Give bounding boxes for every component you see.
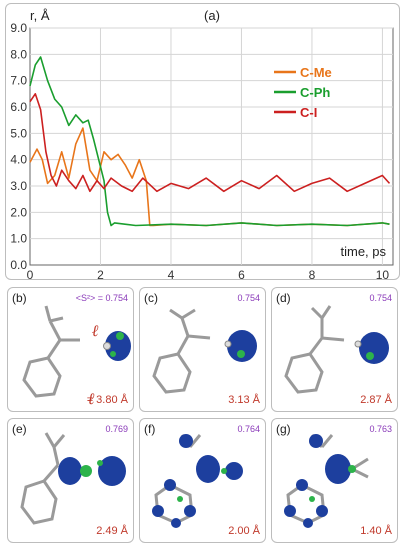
molecule-image [284,305,389,394]
molecule-image [20,432,126,525]
series-line-c-ph [29,56,390,227]
distance-value: = 3.80 Å [86,394,128,406]
distance-value: 2.49 Å [96,525,128,537]
y-tick-label: 1.0 [10,232,27,246]
y-tick-label: 0.0 [10,258,27,272]
plot-area [29,27,394,266]
legend-label: C-I [300,105,317,120]
x-axis-label: time, ps [340,244,386,259]
spin-value: 0.763 [369,424,392,434]
distance-value: 2.00 Å [228,525,260,537]
panel-label: (f) [144,422,156,436]
panel-b: (b) <S²> = 0.754 ℓ ℓ = 3.80 Å [7,287,134,412]
molecule-image [22,305,131,398]
distance-symbol: ℓ [88,391,95,408]
spin-value: 0.754 [369,293,392,303]
panel-d: (d) 0.754 2.87 Å [271,287,398,412]
spin-value: <S²> = 0.754 [75,293,128,303]
x-tick-label: 6 [238,268,245,281]
x-tick-label: 2 [97,268,104,281]
legend-label: C-Me [300,65,332,80]
spin-value: 0.769 [105,424,128,434]
panel-label: (b) [12,291,27,305]
y-tick-label: 7.0 [10,74,27,88]
series-line-c-i [29,93,391,193]
panel-label: (c) [144,291,158,305]
x-tick-label: 10 [376,268,390,281]
y-tick-label: 8.0 [10,47,27,61]
y-tick-label: 5.0 [10,126,27,140]
panel-label: (g) [276,422,291,436]
legend-label: C-Ph [300,85,330,100]
chart-panel-a: 0.0 1.0 2.0 3.0 4.0 5.0 6.0 7.0 8.0 9.0 0 2 4 6 8 10 C… [5,3,400,281]
molecule-image [284,434,369,528]
y-tick-label: 4.0 [10,153,27,167]
spin-value: 0.754 [237,293,260,303]
y-tick-label: 2.0 [10,205,27,219]
x-tick-label: 0 [27,268,34,281]
distance-chart: 0.0 1.0 2.0 3.0 4.0 5.0 6.0 7.0 8.0 9.0 0 2 4 6 8 10 C… [10,8,394,281]
panel-label: (d) [276,291,291,305]
x-tick-label: 4 [168,268,175,281]
distance-value: 2.87 Å [360,394,392,406]
y-axis-label: r, Å [30,8,50,23]
distance-value: 3.13 Å [228,394,260,406]
panel-c: (c) 0.754 3.13 Å [139,287,266,412]
panel-e: (e) 0.769 2.49 Å [7,418,134,543]
panel-label: (e) [12,422,27,436]
molecule-image [152,308,257,394]
molecule-image [152,434,243,528]
panel-a-label: (a) [204,8,220,23]
panel-g: (g) 0.763 1.40 Å [271,418,398,543]
spin-value: 0.764 [237,424,260,434]
y-tick-label: 6.0 [10,100,27,114]
distance-symbol: ℓ [92,323,99,340]
distance-value: 1.40 Å [360,525,392,537]
panel-f: (f) 0.764 2.00 Å [139,418,266,543]
y-tick-label: 9.0 [10,21,27,35]
x-tick-label: 8 [309,268,316,281]
y-tick-label: 3.0 [10,179,27,193]
